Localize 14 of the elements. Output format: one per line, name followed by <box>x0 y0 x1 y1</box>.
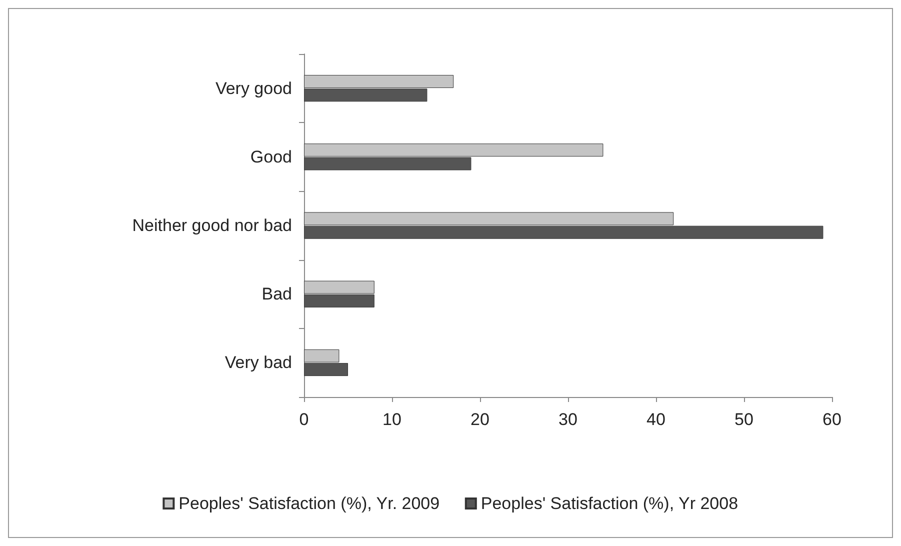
y-tick-label: Very bad <box>224 353 292 372</box>
legend-label: Peoples' Satisfaction (%), Yr. 2009 <box>178 494 440 513</box>
y-tick-label: Very good <box>215 78 292 98</box>
y-tick-label: Bad <box>262 284 292 304</box>
y-tick-label: Neither good nor bad <box>132 216 292 235</box>
legend-label: Peoples' Satisfaction (%), Yr 2008 <box>480 494 738 513</box>
x-tick-label: 30 <box>558 410 578 429</box>
x-tick-label: 40 <box>646 410 666 429</box>
x-tick-label: 20 <box>470 410 490 429</box>
x-tick-label: 0 <box>299 410 309 429</box>
y-tick-label: Good <box>250 147 292 166</box>
x-tick-label: 60 <box>822 410 842 429</box>
x-tick-label: 50 <box>734 410 754 429</box>
x-tick-label: 10 <box>382 410 402 429</box>
